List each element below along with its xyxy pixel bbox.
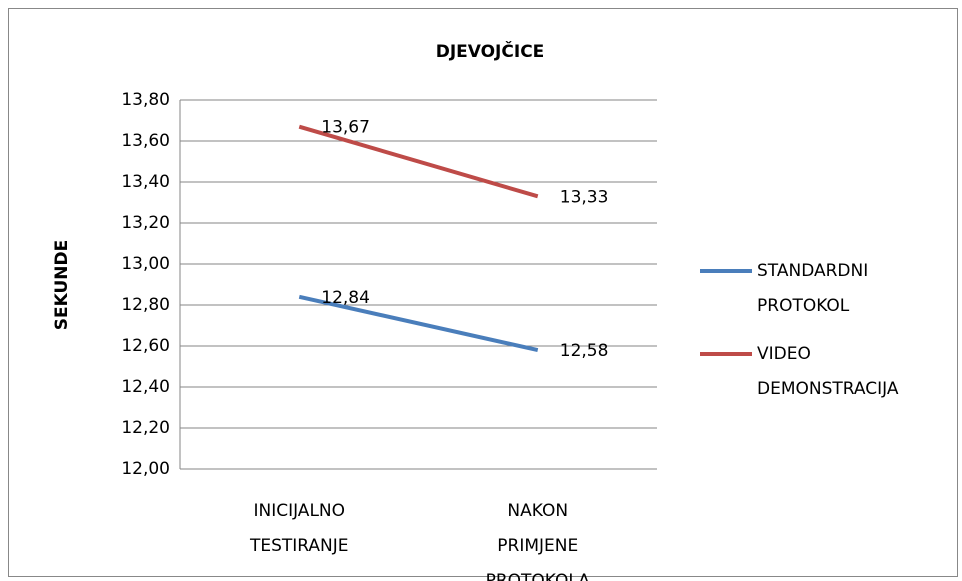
legend-label: STANDARDNI PROTOKOL (757, 261, 869, 316)
series-line (298, 294, 539, 353)
y-tick-label: 12,40 (121, 377, 170, 397)
y-tick-label: 13,60 (121, 131, 170, 151)
y-tick-label: 13,80 (121, 90, 170, 110)
chart-frame (8, 8, 958, 577)
y-tick-label: 13,40 (121, 172, 170, 192)
x-tick-label: NAKON PRIMJENE PROTOKOLA (485, 501, 590, 581)
legend-label: VIDEO DEMONSTRACIJA (757, 344, 899, 399)
data-label: 12,58 (560, 341, 609, 361)
y-tick-label: 13,20 (121, 213, 170, 233)
y-tick-label: 12,80 (121, 295, 170, 315)
x-tick-label: INICIJALNO TESTIRANJE (249, 501, 349, 556)
chart-title: DJEVOJČICE (436, 40, 545, 62)
data-label: 13,67 (321, 118, 370, 138)
data-label: 13,33 (560, 187, 609, 207)
y-tick-label: 12,60 (121, 336, 170, 356)
y-tick-label: 12,20 (121, 418, 170, 438)
y-tick-label: 13,00 (121, 254, 170, 274)
y-tick-label: 12,00 (121, 459, 170, 479)
data-label: 12,84 (321, 288, 370, 308)
series-line (298, 124, 539, 199)
y-axis-label: SEKUNDE (52, 240, 72, 331)
